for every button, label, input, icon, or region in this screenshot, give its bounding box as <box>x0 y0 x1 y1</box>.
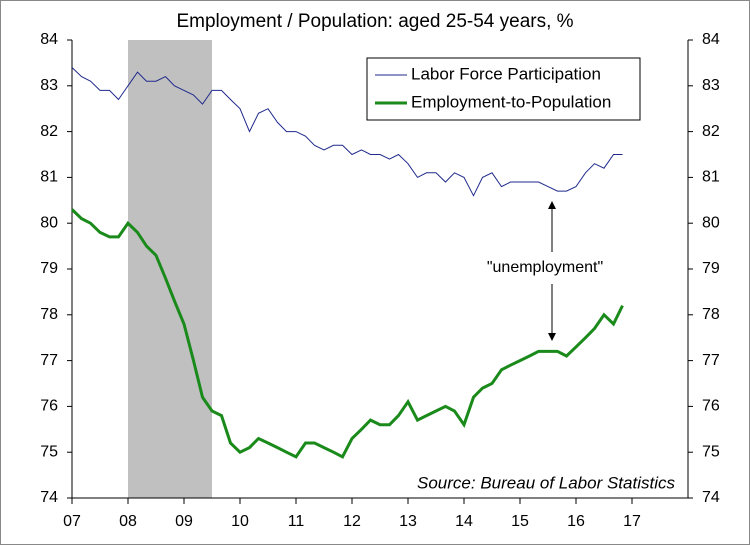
y-tick-label: 80 <box>40 214 58 231</box>
legend-label: Labor Force Participation <box>411 64 601 83</box>
x-tick-label: 08 <box>119 513 137 530</box>
recession-shade <box>128 40 212 498</box>
x-tick-label: 14 <box>455 513 473 530</box>
y2-tick-label: 75 <box>702 443 720 460</box>
y-tick-label: 79 <box>40 260 58 277</box>
y-tick-label: 75 <box>40 443 58 460</box>
series-line <box>70 208 624 459</box>
y2-tick-label: 76 <box>702 398 720 415</box>
x-tick-label: 12 <box>343 513 361 530</box>
y2-tick-label: 82 <box>702 123 720 140</box>
x-tick-label: 16 <box>567 513 585 530</box>
y-tick-label: 82 <box>40 123 58 140</box>
x-tick-label: 10 <box>231 513 249 530</box>
x-tick-label: 17 <box>623 513 641 530</box>
y-tick-label: 77 <box>40 352 58 369</box>
chart-title: Employment / Population: aged 25-54 year… <box>176 11 573 32</box>
y2-tick-label: 84 <box>702 31 720 48</box>
y-tick-label: 78 <box>40 306 58 323</box>
y2-tick-label: 77 <box>702 352 720 369</box>
annotation: "unemployment" <box>487 259 603 276</box>
y-tick-label: 76 <box>40 398 58 415</box>
y2-tick-label: 81 <box>702 169 720 186</box>
y2-tick-label: 74 <box>702 489 720 506</box>
series-line <box>71 67 623 197</box>
x-tick-label: 15 <box>511 513 529 530</box>
x-tick-label: 09 <box>175 513 193 530</box>
source: Source: Bureau of Labor Statistics <box>417 473 675 492</box>
y-tick-label: 81 <box>40 169 58 186</box>
y2-tick-label: 80 <box>702 214 720 231</box>
y-tick-label: 83 <box>40 77 58 94</box>
y2-tick-label: 83 <box>702 77 720 94</box>
x-tick-label: 07 <box>63 513 81 530</box>
legend-box <box>366 57 641 121</box>
y2-tick-label: 79 <box>702 260 720 277</box>
y-tick-label: 84 <box>40 31 58 48</box>
y2-tick-label: 78 <box>702 306 720 323</box>
legend-label: Employment-to-Population <box>411 92 611 111</box>
x-tick-label: 13 <box>399 513 417 530</box>
x-tick-label: 11 <box>288 513 305 530</box>
y-tick-label: 74 <box>40 489 58 506</box>
